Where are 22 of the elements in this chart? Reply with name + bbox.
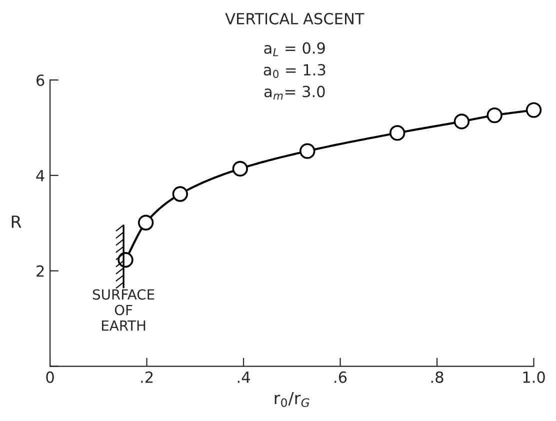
x-tick-label: .8 bbox=[431, 371, 444, 383]
x-tick-label: 1.0 bbox=[523, 371, 545, 383]
point bbox=[172, 186, 188, 202]
point bbox=[138, 214, 154, 230]
point bbox=[232, 160, 248, 177]
y-axis-title: R bbox=[12, 216, 22, 228]
x-tick-label: .2 bbox=[141, 371, 153, 383]
point bbox=[454, 114, 470, 130]
point bbox=[526, 102, 542, 118]
annotation: SURFACE OF EARTH bbox=[92, 289, 154, 331]
point bbox=[390, 125, 406, 141]
y-tick-label: 6 bbox=[36, 74, 44, 86]
y-tick-label: 4 bbox=[36, 170, 44, 182]
point bbox=[300, 143, 316, 159]
point bbox=[486, 107, 502, 124]
x-tick-label: .6 bbox=[334, 371, 347, 383]
y-tick-label: 2 bbox=[36, 265, 44, 277]
chart-title: VERTICAL ASCENT bbox=[225, 12, 364, 24]
x-tick-label: 0 bbox=[46, 371, 54, 383]
x-tick-label: .4 bbox=[238, 372, 250, 383]
text: a$_{L}$ = 0.9 a$_{0}$ = 1.3 a$_{m}$= 3.0 bbox=[264, 42, 326, 100]
x-axis-title: r$_{0}$/r$_{G}$ bbox=[274, 392, 310, 408]
